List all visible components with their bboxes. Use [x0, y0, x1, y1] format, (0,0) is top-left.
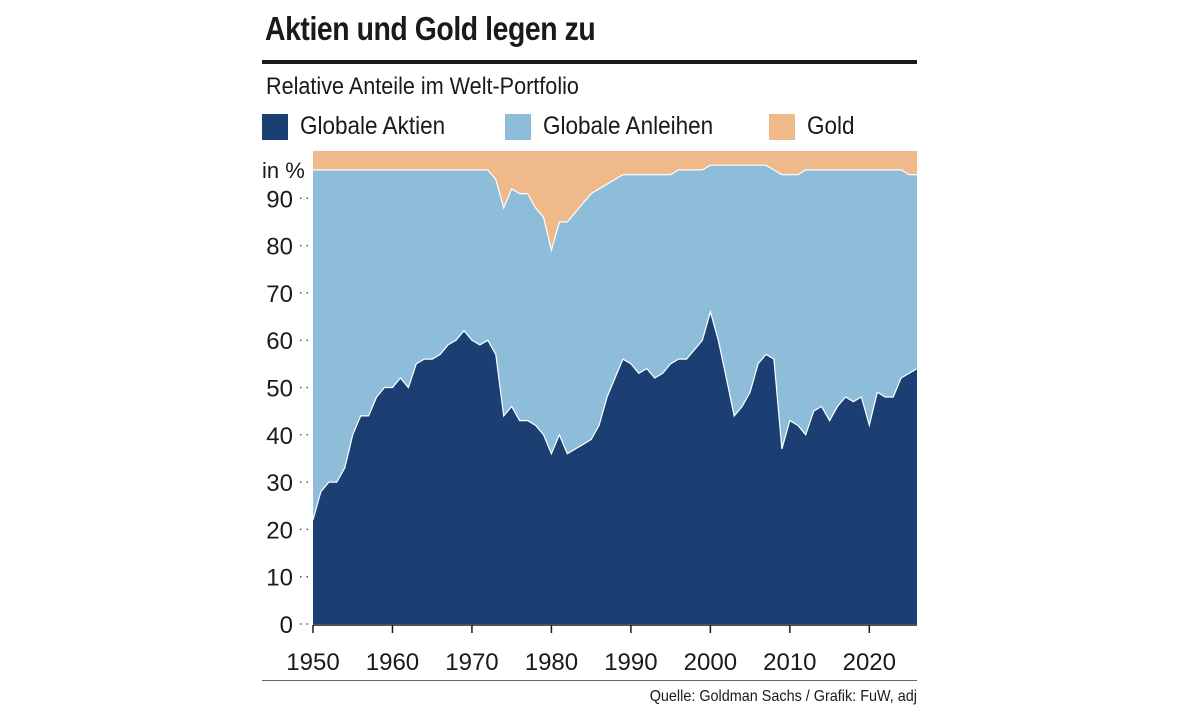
legend-item-anleihen: Globale Anleihen [505, 112, 732, 141]
x-tick-label: 1960 [366, 649, 419, 676]
chart-subtitle: Relative Anteile im Welt-Portfolio [266, 73, 579, 100]
x-tick-label: 2020 [843, 649, 896, 676]
x-tick-label: 1980 [525, 649, 578, 676]
y-tick-label: 90 [266, 186, 293, 213]
series-boundary-0 [312, 309, 918, 521]
chart-title: Aktien und Gold legen zu [265, 10, 596, 47]
y-tick-label: 0 [280, 612, 293, 639]
legend-swatch-gold [769, 113, 795, 140]
y-tick-label: 40 [266, 423, 293, 450]
x-tick-label: 1970 [445, 649, 498, 676]
series-boundary-1 [313, 164, 917, 253]
source-note: Quelle: Goldman Sachs / Grafik: FuW, adj [649, 688, 917, 705]
y-tick-label: 60 [266, 328, 293, 355]
x-tick-label: 2010 [763, 649, 816, 676]
x-tick-label: 1990 [604, 649, 657, 676]
area-gold [313, 151, 917, 251]
y-tick-label: 50 [266, 376, 293, 403]
area-aktien [313, 311, 917, 624]
legend-item-gold: Gold [769, 112, 860, 141]
legend-label-gold: Gold [807, 112, 855, 140]
legend-swatch-anleihen [505, 113, 531, 140]
y-tick-label: 10 [266, 565, 293, 592]
legend-swatch-aktien [262, 113, 288, 140]
x-tick-label: 2000 [684, 649, 737, 676]
area-anleihen [313, 165, 917, 520]
y-tick-label: 70 [266, 281, 293, 308]
legend-item-aktien: Globale Aktien [262, 112, 461, 141]
y-tick-label: 80 [266, 234, 293, 261]
title-divider [262, 60, 917, 64]
y-axis-label: in % [262, 158, 305, 183]
legend-label-aktien: Globale Aktien [300, 112, 446, 140]
legend-label-anleihen: Globale Anleihen [543, 112, 714, 140]
y-tick-label: 30 [266, 470, 293, 497]
y-tick-label: 20 [266, 517, 293, 544]
x-tick-label: 1950 [286, 649, 339, 676]
bottom-divider [262, 680, 917, 681]
